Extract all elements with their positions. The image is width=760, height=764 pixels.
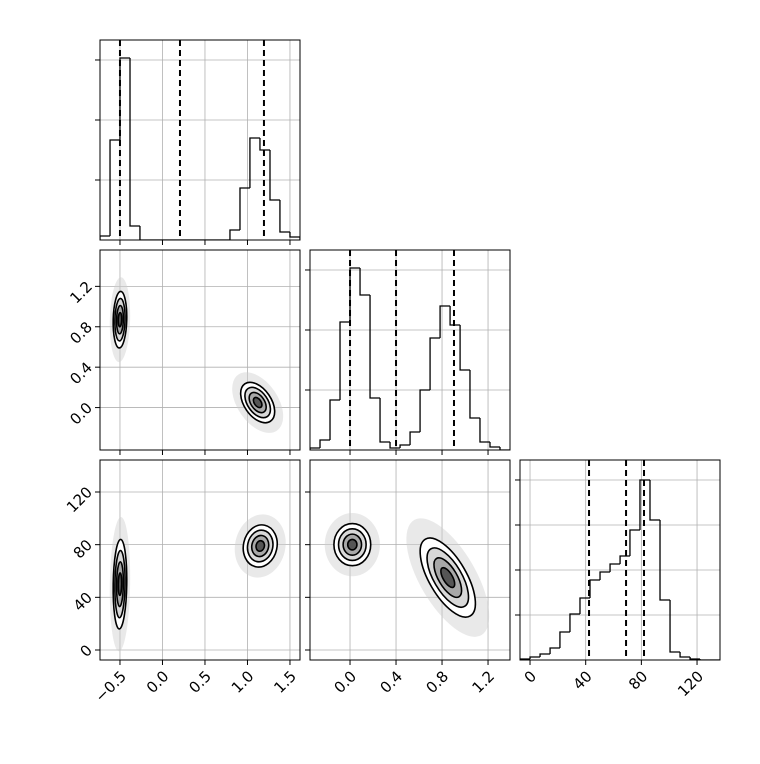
histogram-bin — [569, 613, 580, 632]
histogram-bin — [349, 267, 361, 323]
histogram-bin — [699, 658, 710, 660]
panel-frame — [309, 459, 511, 661]
y-tick-label: 40 — [70, 589, 96, 615]
contour — [252, 396, 263, 409]
panel — [305, 249, 511, 455]
histogram-bin — [479, 418, 490, 443]
histogram-bin — [399, 444, 411, 449]
histogram-bin — [449, 305, 461, 326]
y-tick-label: 0.0 — [66, 399, 96, 429]
histogram-bin — [249, 137, 260, 188]
contour — [255, 539, 266, 553]
histogram-bin — [679, 652, 691, 658]
panel-frame — [99, 39, 301, 241]
panel: 0 40 80 120 — [515, 459, 721, 700]
histogram-bin — [139, 226, 150, 240]
histogram-bin — [100, 235, 111, 240]
histogram-bin — [389, 442, 401, 449]
panel — [95, 39, 301, 245]
panel-frame — [309, 249, 511, 451]
plot-area — [100, 40, 300, 240]
plot-area — [324, 513, 490, 637]
x-tick-label: 40 — [569, 667, 595, 693]
x-tick-label: −0.5 — [91, 667, 129, 705]
x-tick-label: 1.5 — [270, 667, 300, 697]
x-tick-label: 1.0 — [228, 667, 258, 697]
histogram-bin — [599, 571, 611, 581]
y-tick-label: 0.4 — [66, 358, 96, 388]
panel: 0.0 0.4 0.8 1.2 — [305, 459, 511, 697]
x-tick-label: 0.4 — [376, 667, 406, 697]
histogram-bin — [259, 137, 270, 151]
histogram-bin — [409, 431, 421, 446]
histogram-bin — [229, 229, 240, 240]
histogram-bin — [629, 529, 640, 557]
histogram-bin — [499, 447, 510, 450]
histogram-bin — [529, 656, 541, 659]
histogram-bin — [329, 399, 341, 440]
panel: 0.0 0.4 0.8 1.2 — [66, 249, 301, 455]
histogram-bin — [439, 305, 451, 338]
histogram-bin — [239, 187, 250, 230]
x-tick-label: 120 — [674, 667, 707, 700]
histogram-bin — [489, 442, 500, 448]
histogram-bin — [669, 599, 681, 653]
plot-area — [109, 514, 286, 652]
histogram-bin — [520, 658, 531, 660]
histogram-bin — [609, 563, 621, 572]
histogram-bin — [559, 631, 570, 648]
histogram-bin — [279, 199, 290, 233]
histogram-bin — [319, 439, 331, 449]
y-tick-label: 1.2 — [66, 278, 96, 308]
x-tick-label: 0.0 — [143, 667, 173, 697]
contour — [346, 538, 358, 551]
histogram-bin — [429, 337, 441, 390]
contour — [117, 311, 123, 328]
histogram-bin — [469, 370, 480, 419]
histogram-bin — [579, 597, 591, 614]
histogram-bin — [539, 653, 551, 657]
histogram-bin — [689, 657, 700, 660]
x-tick-label: 1.2 — [468, 667, 498, 697]
x-tick-label: 0 — [521, 667, 540, 686]
histogram-bin — [379, 397, 391, 443]
x-tick-label: 0.8 — [422, 667, 452, 697]
histogram-bin — [549, 647, 560, 654]
contour — [440, 566, 456, 589]
histogram-bin — [459, 325, 470, 371]
histogram-bin — [619, 555, 630, 564]
x-tick-label: 0.5 — [185, 667, 215, 697]
plot-area — [310, 250, 510, 450]
y-tick-label: 0 — [77, 641, 96, 660]
histogram-bin — [369, 295, 381, 399]
histogram-bin — [419, 389, 431, 432]
plot-area — [520, 460, 720, 660]
histogram-bin — [359, 268, 371, 296]
histogram-bin — [310, 447, 321, 450]
histogram-bin — [659, 520, 671, 601]
histogram-bin — [109, 139, 120, 236]
histogram-bin — [589, 579, 601, 599]
histogram-bin — [639, 479, 650, 530]
plot-area — [109, 277, 284, 433]
panel-frame — [519, 459, 721, 661]
histogram-bin — [339, 321, 351, 401]
histogram-bin — [119, 57, 131, 140]
histogram-bin — [289, 232, 300, 240]
histogram-bin — [649, 479, 661, 521]
panel: −0.5 0.0 0.5 1.0 1.5 0 40 80 120 — [63, 459, 301, 706]
histogram-bin — [129, 58, 140, 227]
x-tick-label: 0.0 — [330, 667, 360, 697]
y-tick-label: 0.8 — [66, 318, 96, 348]
panel-frame — [99, 249, 301, 451]
x-tick-label: 80 — [625, 667, 651, 693]
histogram-bin — [269, 149, 280, 201]
y-tick-label: 80 — [70, 536, 96, 562]
y-tick-label: 120 — [63, 483, 96, 516]
contour — [117, 572, 123, 597]
panel-frame — [99, 459, 301, 661]
